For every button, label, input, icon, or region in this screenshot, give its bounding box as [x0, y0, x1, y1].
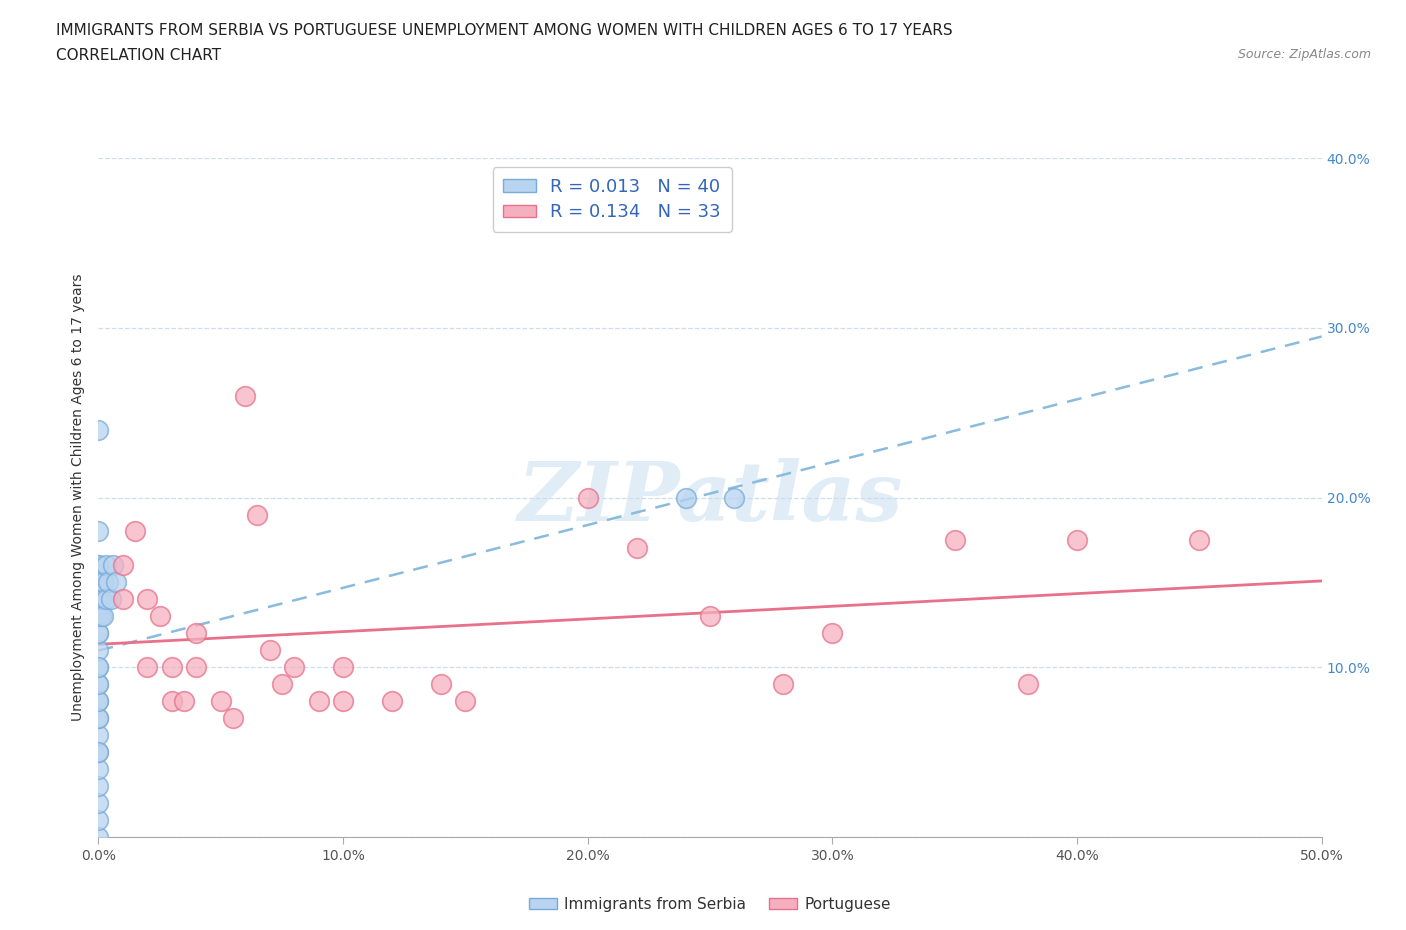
Point — [87, 796, 110, 811]
Point — [173, 694, 195, 709]
Point — [87, 558, 110, 573]
Point — [101, 558, 124, 573]
Point — [87, 813, 110, 828]
Text: CORRELATION CHART: CORRELATION CHART — [56, 48, 221, 63]
Point — [87, 762, 110, 777]
Point — [87, 660, 110, 675]
Point — [87, 626, 110, 641]
Point — [87, 422, 110, 437]
Point — [87, 660, 110, 675]
Point — [259, 643, 281, 658]
Point — [87, 609, 110, 624]
Point — [821, 626, 844, 641]
Point — [91, 609, 114, 624]
Point — [283, 660, 305, 675]
Point — [772, 677, 794, 692]
Point — [87, 745, 110, 760]
Point — [626, 541, 648, 556]
Point — [111, 558, 134, 573]
Point — [87, 575, 110, 590]
Point — [87, 745, 110, 760]
Point — [87, 694, 110, 709]
Point — [87, 643, 110, 658]
Point — [160, 694, 183, 709]
Point — [1066, 533, 1088, 548]
Point — [111, 592, 134, 607]
Point — [87, 778, 110, 793]
Point — [87, 711, 110, 725]
Y-axis label: Unemployment Among Women with Children Ages 6 to 17 years: Unemployment Among Women with Children A… — [72, 273, 86, 722]
Point — [104, 575, 127, 590]
Point — [186, 626, 208, 641]
Point — [87, 575, 110, 590]
Point — [1017, 677, 1039, 692]
Point — [160, 660, 183, 675]
Point — [87, 626, 110, 641]
Point — [97, 575, 120, 590]
Point — [90, 609, 112, 624]
Point — [308, 694, 330, 709]
Point — [87, 677, 110, 692]
Point — [87, 677, 110, 692]
Point — [1188, 533, 1211, 548]
Point — [332, 694, 354, 709]
Point — [454, 694, 477, 709]
Legend: Immigrants from Serbia, Portuguese: Immigrants from Serbia, Portuguese — [523, 890, 897, 918]
Point — [87, 558, 110, 573]
Point — [576, 490, 599, 505]
Point — [381, 694, 404, 709]
Point — [246, 507, 269, 522]
Text: ZIPatlas: ZIPatlas — [517, 458, 903, 538]
Point — [149, 609, 172, 624]
Point — [87, 592, 110, 607]
Point — [222, 711, 245, 725]
Point — [943, 533, 966, 548]
Point — [136, 592, 159, 607]
Point — [87, 525, 110, 539]
Point — [233, 389, 256, 404]
Point — [100, 592, 122, 607]
Point — [270, 677, 294, 692]
Point — [87, 694, 110, 709]
Text: IMMIGRANTS FROM SERBIA VS PORTUGUESE UNEMPLOYMENT AMONG WOMEN WITH CHILDREN AGES: IMMIGRANTS FROM SERBIA VS PORTUGUESE UNE… — [56, 23, 953, 38]
Point — [87, 830, 110, 844]
Point — [91, 575, 114, 590]
Point — [723, 490, 745, 505]
Point — [699, 609, 721, 624]
Point — [332, 660, 354, 675]
Point — [136, 660, 159, 675]
Text: Source: ZipAtlas.com: Source: ZipAtlas.com — [1237, 48, 1371, 61]
Point — [675, 490, 697, 505]
Point — [87, 727, 110, 742]
Point — [124, 525, 146, 539]
Point — [209, 694, 232, 709]
Point — [90, 592, 112, 607]
Point — [87, 711, 110, 725]
Point — [87, 592, 110, 607]
Point — [94, 558, 117, 573]
Point — [186, 660, 208, 675]
Point — [430, 677, 453, 692]
Point — [94, 592, 117, 607]
